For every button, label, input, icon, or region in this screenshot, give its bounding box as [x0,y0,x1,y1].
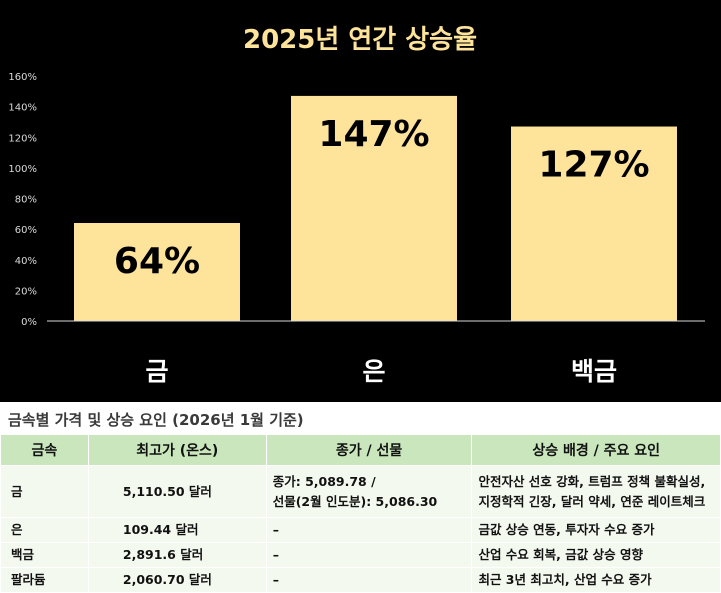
cell-close: – [265,542,473,568]
y-tick-label: 100% [8,164,37,175]
y-tick-label: 140% [8,103,37,114]
cell-close: – [265,517,473,543]
cell-price: 109.44 달러 [87,517,267,543]
table-row-platinum: 백금 2,891.6 달러 – 산업 수요 회복, 금값 상승 영향 [0,542,721,568]
cell-metal: 팔라듐 [0,567,89,593]
table-header-row: 금속 최고가 (온스) 종가 / 선물 상승 배경 / 주요 요인 [0,434,721,466]
table-row-gold: 금 5,110.50 달러 종가: 5,089.78 / 선물(2월 인도분):… [0,465,721,518]
data-label: 64% [114,241,200,282]
bar [291,95,457,321]
y-axis: 0% 20% 40% 60% 80% 100% 120% 140% 160% [8,72,37,328]
header-metal: 금속 [0,434,89,466]
cell-close-line-2: 선물(2월 인도분): 5,086.30 [272,493,438,509]
cell-close-line-1: 종가: 5,089.78 / [272,473,376,489]
cell-factor-line-2: 지정학적 긴장, 달러 약세, 연준 레이트체크 [478,493,706,509]
cell-factor: 산업 수요 회복, 금값 상승 영향 [471,542,721,568]
cell-price: 2,891.6 달러 [87,542,267,568]
cell-close: – [265,567,473,593]
header-factor: 상승 배경 / 주요 요인 [471,434,721,466]
bar [74,223,240,321]
bar [511,126,677,321]
y-tick-label: 0% [21,317,37,328]
table-title: 금속별 가격 및 상승 요인 (2026년 1월 기준) [8,411,304,429]
header-price: 최고가 (온스) [87,434,267,466]
header-close: 종가 / 선물 [265,434,473,466]
x-tick-label: 금 [145,357,168,386]
y-tick-label: 120% [8,133,37,144]
data-label: 147% [318,114,429,155]
cell-metal: 백금 [0,542,89,568]
chart: 2025년 연간 상승율 0% 20% 40% 60% 80% 100% 120% 140% 1… [8,25,705,386]
cell-price: 2,060.70 달러 [87,567,267,593]
y-tick-label: 80% [15,195,37,206]
metal-info-table: 금속 최고가 (온스) 종가 / 선물 상승 배경 / 주요 요인 금 5,11… [0,434,721,593]
chart-panel: 2025년 연간 상승율 0% 20% 40% 60% 80% 100% 120% 140% 1… [0,0,721,402]
cell-factor: 안전자산 선호 강화, 트럼프 정책 불확실성, 지정학적 긴장, 달러 약세,… [471,465,721,518]
cell-close: 종가: 5,089.78 / 선물(2월 인도분): 5,086.30 [265,465,473,518]
y-tick-label: 160% [8,72,37,83]
x-tick-label: 백금 [571,357,617,386]
chart-title: 2025년 연간 상승율 [243,25,477,55]
table-row-palladium: 팔라듐 2,060.70 달러 – 최근 3년 최고치, 산업 수요 증가 [0,567,721,593]
y-tick-label: 20% [15,286,37,297]
y-tick-label: 40% [15,256,37,267]
cell-price: 5,110.50 달러 [87,465,267,518]
cell-factor: 최근 3년 최고치, 산업 수요 증가 [471,567,721,593]
cell-metal: 금 [0,465,89,518]
cell-metal: 은 [0,517,89,543]
cell-factor-line-1: 안전자산 선호 강화, 트럼프 정책 불확실성, [478,473,706,489]
table-row-silver: 은 109.44 달러 – 금값 상승 연동, 투자자 수요 증가 [0,517,721,543]
cell-factor: 금값 상승 연동, 투자자 수요 증가 [471,517,721,543]
x-axis: 금 은 백금 [145,357,617,386]
bars: 64% 147% 127% [74,95,677,321]
x-tick-label: 은 [362,357,385,386]
y-tick-label: 60% [15,225,37,236]
data-label: 127% [538,145,649,186]
